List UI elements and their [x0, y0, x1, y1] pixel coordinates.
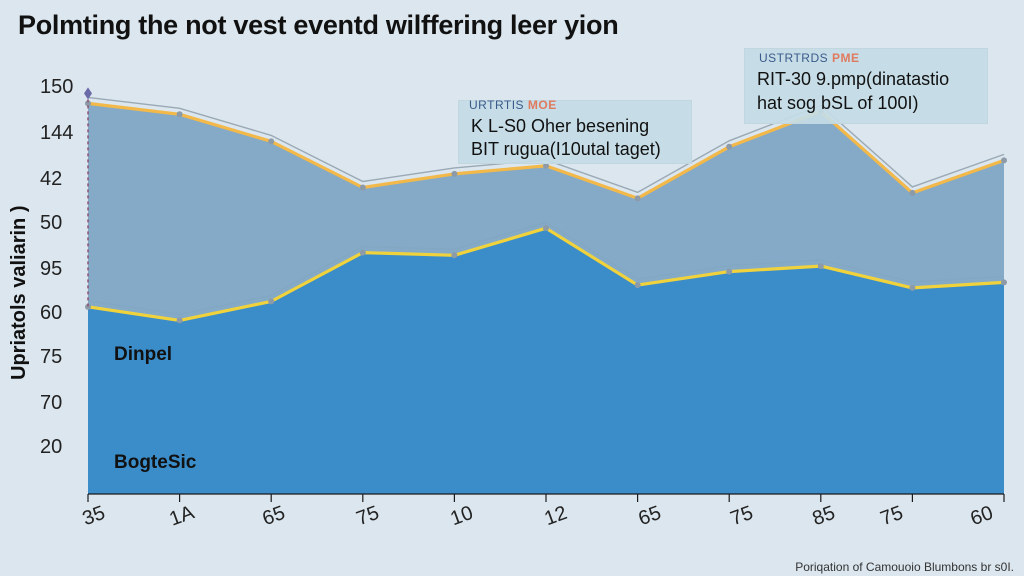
- y-tick-label: 75: [40, 346, 63, 368]
- annotation-head: URTRTIS MOE: [469, 98, 557, 112]
- data-point: [726, 143, 733, 150]
- data-point: [451, 170, 458, 177]
- data-point: [176, 111, 183, 118]
- data-point: [1001, 279, 1007, 286]
- y-tick-label: 150: [40, 76, 74, 98]
- data-point: [726, 268, 733, 275]
- y-tick-label: 60: [40, 302, 63, 324]
- y-tick-label: 95: [40, 258, 63, 280]
- annotation-head-label: URTRTIS: [469, 98, 525, 112]
- peak-marker: [84, 87, 92, 100]
- annotation-line: K L-S0 Oher besening: [471, 116, 650, 136]
- y-tick-label: 70: [40, 392, 63, 414]
- data-point: [268, 138, 275, 145]
- data-point: [543, 225, 549, 232]
- data-point: [909, 189, 916, 196]
- annotation-head-accent: MOE: [527, 98, 557, 112]
- data-point: [909, 284, 916, 291]
- data-point: [359, 184, 366, 191]
- data-point: [634, 195, 641, 202]
- annotation-head-label: USTRTRDS: [759, 51, 829, 65]
- y-tick-label: 50: [40, 212, 63, 234]
- data-point: [451, 252, 458, 259]
- data-point: [359, 249, 366, 256]
- data-point: [85, 303, 91, 310]
- annotation-head-accent: PME: [831, 51, 860, 65]
- series-label: Dinpel: [114, 344, 173, 365]
- chart-title: Polmting the not vest eventd wilffering …: [18, 10, 619, 40]
- y-tick-label: 42: [40, 168, 63, 190]
- y-tick-label: 144: [40, 122, 74, 144]
- annotation-line: hat sog bSL of 100I): [757, 93, 919, 113]
- annotation-callout: USTRTRDS PME RIT-30 9.pmp(dinatastio hat…: [744, 48, 988, 124]
- annotation-callout: URTRTIS MOE K L-S0 Oher besening BIT rug…: [458, 98, 692, 164]
- data-point: [543, 162, 549, 169]
- data-point: [85, 100, 91, 107]
- annotation-line: RIT-30 9.pmp(dinatastio: [757, 69, 950, 89]
- series-label: BogteSic: [114, 452, 197, 473]
- data-point: [634, 282, 641, 289]
- data-point: [176, 317, 183, 324]
- series-area: [88, 228, 1004, 494]
- source-note: Poriqation of Camouoio Blumbons br s0I.: [795, 560, 1014, 574]
- annotation-line: BIT rugua(I10utal taget): [471, 139, 661, 159]
- data-point: [1001, 157, 1007, 164]
- data-point: [817, 263, 824, 270]
- y-tick-label: 20: [40, 436, 63, 458]
- annotation-head: USTRTRDS PME: [759, 51, 859, 65]
- data-point: [268, 298, 275, 305]
